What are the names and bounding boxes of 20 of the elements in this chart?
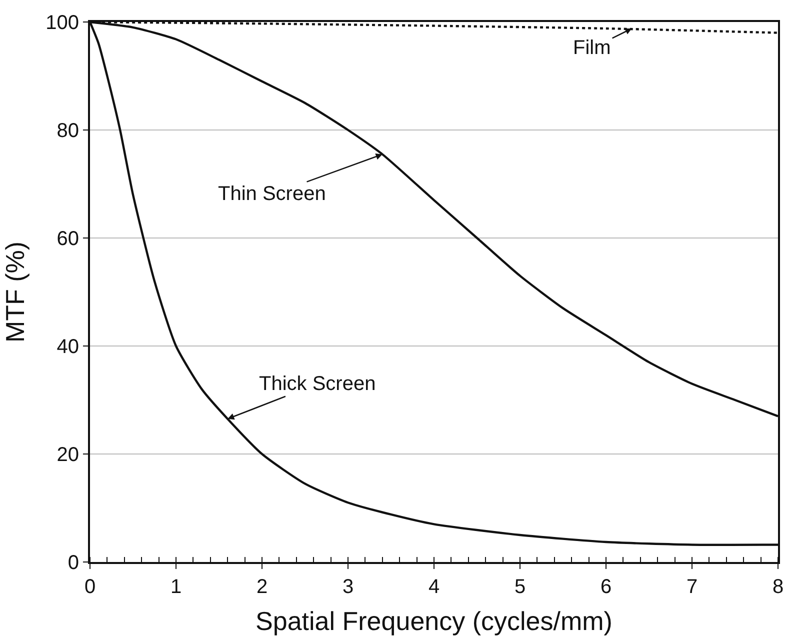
annotation: Thin Screen [218, 183, 326, 205]
x-tick-label: 6 [600, 576, 612, 598]
y-tick-label: 40 [56, 336, 79, 358]
x-tick-label: 5 [514, 576, 526, 598]
y-tick-label: 100 [46, 12, 79, 34]
y-tick-label: 0 [68, 552, 79, 574]
y-axis-title: MTF (%) [0, 241, 30, 343]
x-tick-label: 3 [342, 576, 354, 598]
x-tick-label: 8 [772, 576, 784, 598]
x-tick-label: 4 [428, 576, 440, 598]
y-tick-label: 20 [56, 444, 79, 466]
x-tick-label: 0 [84, 576, 96, 598]
annotation: Thick Screen [259, 373, 376, 395]
x-tick-label: 7 [686, 576, 698, 598]
x-axis-title: Spatial Frequency (cycles/mm) [256, 606, 612, 636]
y-tick-label: 60 [56, 228, 79, 250]
x-tick-label: 1 [170, 576, 182, 598]
x-tick-label: 2 [256, 576, 268, 598]
y-tick-label: 80 [56, 120, 79, 142]
annotation: Film [573, 37, 611, 59]
